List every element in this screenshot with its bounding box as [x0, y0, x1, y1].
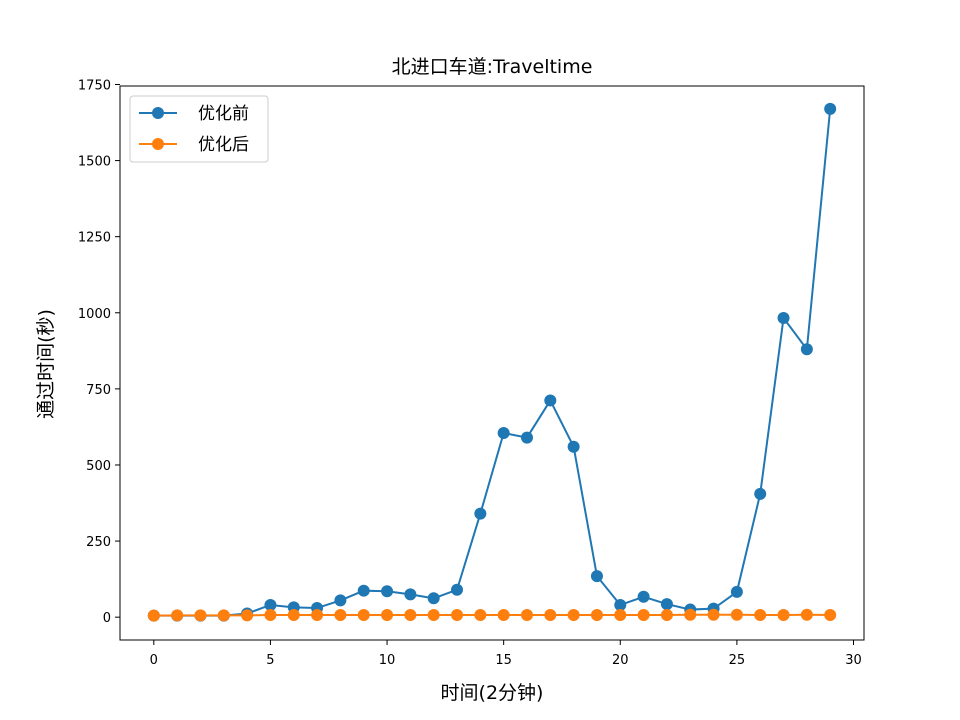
data-point-series-2 — [241, 609, 254, 622]
data-point-series-1 — [544, 394, 557, 407]
data-point-series-2 — [287, 609, 300, 622]
data-point-series-2 — [590, 609, 603, 622]
y-tick-label: 1000 — [78, 307, 111, 322]
data-point-series-2 — [194, 609, 207, 622]
y-tick-label: 0 — [103, 611, 111, 626]
data-point-series-2 — [777, 609, 790, 622]
data-point-series-2 — [567, 609, 580, 622]
data-point-series-2 — [381, 609, 394, 622]
data-point-series-2 — [264, 609, 277, 622]
x-tick-label: 25 — [729, 653, 746, 668]
data-point-series-2 — [217, 609, 230, 622]
data-point-series-2 — [520, 609, 533, 622]
data-point-series-1 — [824, 102, 837, 115]
data-point-series-2 — [427, 609, 440, 622]
data-point-series-2 — [800, 608, 813, 621]
data-point-series-2 — [614, 609, 627, 622]
data-point-series-1 — [451, 583, 464, 596]
data-point-series-1 — [660, 598, 673, 611]
data-point-series-1 — [264, 598, 277, 611]
plot-frame — [119, 85, 865, 641]
y-tick-label: 250 — [86, 535, 111, 550]
legend-label: 优化前 — [198, 104, 249, 124]
data-point-series-1 — [730, 585, 743, 598]
x-tick-label: 5 — [266, 653, 274, 668]
x-tick-label: 15 — [495, 653, 512, 668]
data-point-series-2 — [544, 609, 557, 622]
data-point-series-2 — [474, 609, 487, 622]
data-point-series-1 — [567, 440, 580, 453]
data-point-series-1 — [357, 584, 370, 597]
data-point-series-1 — [590, 570, 603, 583]
data-point-series-1 — [637, 590, 650, 603]
x-tick-label: 30 — [845, 653, 862, 668]
data-point-series-2 — [357, 609, 370, 622]
data-point-series-2 — [754, 609, 767, 622]
data-point-series-2 — [171, 609, 184, 622]
data-point-series-2 — [660, 609, 673, 622]
series-line-1 — [153, 108, 832, 617]
data-point-series-2 — [311, 609, 324, 622]
data-point-series-2 — [824, 609, 837, 622]
x-axis-ticks: 0 5 10 15 20 25 30 — [150, 640, 862, 668]
data-point-series-1 — [777, 311, 790, 324]
data-point-series-2 — [451, 609, 464, 622]
y-axis-ticks: 0 250 500 750 1000 1250 1500 1750 — [78, 78, 120, 626]
chart-title: 北进口车道:Traveltime — [392, 56, 593, 78]
data-point-series-1 — [474, 507, 487, 520]
data-point-series-2 — [684, 608, 697, 621]
data-point-series-2 — [497, 609, 510, 622]
data-point-series-2 — [707, 608, 720, 621]
data-point-series-1 — [520, 431, 533, 444]
legend-entry: 优化前 — [139, 104, 249, 124]
data-point-series-1 — [404, 588, 417, 601]
data-point-series-1 — [334, 594, 347, 607]
x-tick-label: 10 — [379, 653, 396, 668]
data-point-series-2 — [147, 609, 160, 622]
data-point-series-1 — [800, 343, 813, 356]
y-tick-label: 1750 — [78, 78, 111, 93]
legend-label: 优化后 — [198, 135, 249, 155]
y-tick-label: 1250 — [78, 231, 111, 246]
x-tick-label: 20 — [612, 653, 629, 668]
data-point-series-1 — [754, 487, 767, 500]
y-axis-title: 通过时间(秒) — [35, 309, 57, 419]
data-point-series-1 — [427, 592, 440, 605]
y-tick-label: 500 — [86, 459, 111, 474]
legend-marker — [152, 107, 164, 119]
data-point-series-2 — [637, 609, 650, 622]
y-tick-label: 750 — [86, 383, 111, 398]
plot-area — [147, 102, 837, 622]
data-point-series-2 — [404, 609, 417, 622]
legend-entry: 优化后 — [139, 135, 249, 155]
x-tick-label: 0 — [150, 653, 158, 668]
data-point-series-1 — [381, 585, 394, 598]
y-tick-label: 1500 — [78, 155, 111, 170]
data-point-series-1 — [614, 598, 627, 611]
x-axis-title: 时间(2分钟) — [441, 682, 544, 704]
data-point-series-2 — [730, 608, 743, 621]
legend-marker — [152, 138, 164, 150]
data-point-series-2 — [334, 609, 347, 622]
series-line-2 — [153, 613, 831, 617]
data-point-series-1 — [497, 427, 510, 440]
